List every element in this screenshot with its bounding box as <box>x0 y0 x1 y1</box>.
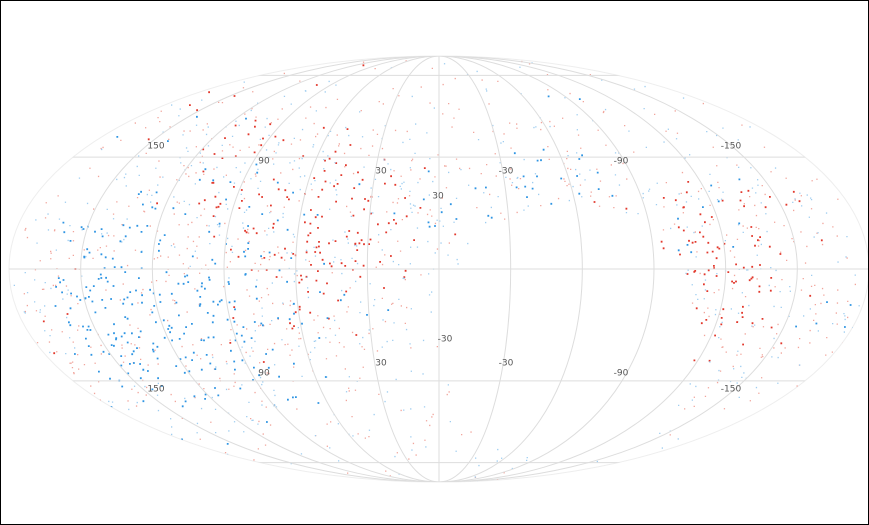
longitude-label: -30 <box>499 167 514 177</box>
longitude-label: 150 <box>147 385 164 395</box>
longitude-label: -90 <box>614 157 629 167</box>
latitude-label: -30 <box>438 335 453 345</box>
meridian <box>80 56 798 482</box>
label-layer: 150 150 90 90 30 30 -30 -30 -90 -90 -150 -150 30 -30 <box>147 142 741 395</box>
meridian <box>295 56 583 482</box>
meridian <box>366 56 512 482</box>
longitude-label: 90 <box>258 157 270 167</box>
latitude-label: 30 <box>432 192 444 202</box>
longitude-label: -150 <box>721 142 742 152</box>
longitude-label: -150 <box>721 385 742 395</box>
longitude-label: 90 <box>258 369 270 379</box>
longitude-label: 30 <box>375 167 387 177</box>
meridian <box>151 56 727 482</box>
longitude-label: 150 <box>147 142 164 152</box>
longitude-label: -90 <box>614 369 629 379</box>
longitude-label: -30 <box>499 359 514 369</box>
graticule <box>9 56 868 482</box>
longitude-label: 30 <box>375 359 387 369</box>
meridian <box>223 56 655 482</box>
